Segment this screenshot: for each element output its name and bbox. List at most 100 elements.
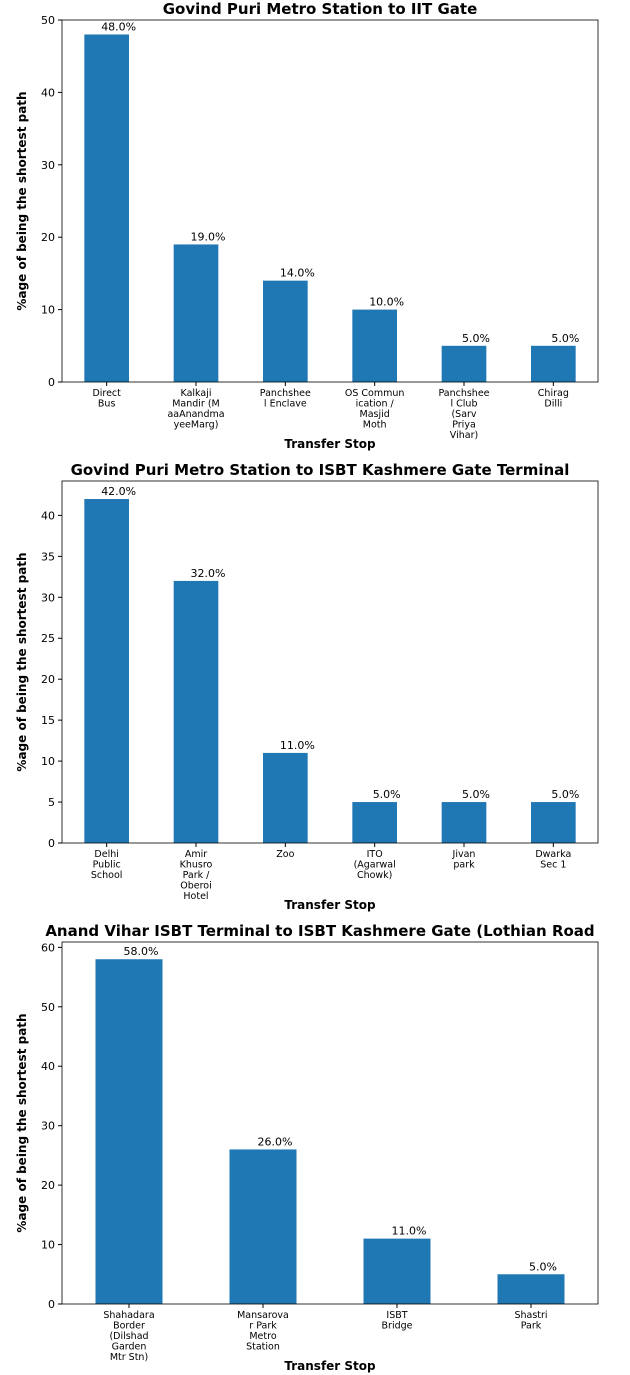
x-tick-label-line: Shahadara xyxy=(103,1310,154,1321)
chart-title: Anand Vihar ISBT Terminal to ISBT Kashme… xyxy=(45,922,594,940)
y-tick-label: 40 xyxy=(41,86,55,99)
x-tick-label-line: (Sarv xyxy=(451,409,476,420)
y-axis-label: %age of being the shortest path xyxy=(15,1013,29,1232)
x-tick-label-line: Chowk) xyxy=(357,870,392,881)
bar xyxy=(441,802,487,843)
bar xyxy=(229,1149,297,1304)
x-tick-label-line: Amir xyxy=(185,849,207,860)
x-tick-label: Chirag Dilli xyxy=(538,388,569,410)
y-tick-label: 40 xyxy=(41,509,55,522)
value-label: 5.0% xyxy=(462,788,490,801)
x-tick-label-line: Border xyxy=(113,1321,145,1332)
x-tick-label-line: Khusro xyxy=(180,860,213,871)
bar xyxy=(173,244,219,382)
y-tick-label: 20 xyxy=(41,231,55,244)
x-tick-label-line: Zoo xyxy=(276,849,294,860)
x-tick-label: ITO (Agarwal Chowk) xyxy=(354,849,396,881)
bar xyxy=(84,34,129,382)
x-tick-label: Mansarova r Park Metro Station xyxy=(237,1310,289,1353)
y-axis-label: %age of being the shortest path xyxy=(15,91,29,310)
x-tick-label-line: Public xyxy=(93,860,121,871)
value-label: 11.0% xyxy=(392,1225,427,1238)
x-tick-label-line: Panchshee xyxy=(438,388,489,399)
value-label: 42.0% xyxy=(101,485,136,498)
x-tick-label-line: r Park xyxy=(249,1321,277,1332)
x-tick-label-line: Mtr Stn) xyxy=(110,1352,148,1363)
x-tick-label-line: Park / xyxy=(183,870,211,881)
bar xyxy=(531,345,576,382)
value-label: 19.0% xyxy=(191,230,226,243)
x-tick-label-line: l Club xyxy=(451,399,478,410)
bar xyxy=(363,1238,431,1304)
x-tick-label-line: Priya xyxy=(452,420,476,431)
bar xyxy=(263,280,308,382)
x-axis-label: Transfer Stop xyxy=(284,437,376,451)
bar xyxy=(441,345,487,382)
x-tick-label-line: Bus xyxy=(98,399,116,410)
x-tick-label-line: Dilli xyxy=(544,399,562,410)
x-tick-label: Panchshee l Enclave xyxy=(260,388,311,410)
y-tick-label: 50 xyxy=(41,14,55,27)
x-tick-label: OS Commun ication / Masjid Moth xyxy=(345,388,405,431)
x-tick-label-line: Metro xyxy=(249,1331,276,1342)
x-tick-label: Shastri Park xyxy=(514,1310,547,1332)
y-tick-label: 40 xyxy=(41,1060,55,1073)
y-tick-label: 60 xyxy=(41,941,55,954)
x-tick-label: Amir Khusro Park / Oberoi Hotel xyxy=(180,849,213,902)
x-tick-label-line: Sec 1 xyxy=(540,860,566,871)
x-tick-label: Delhi Public School xyxy=(91,849,123,881)
x-tick-label-line: Masjid xyxy=(360,409,390,420)
value-label: 14.0% xyxy=(280,267,315,280)
x-tick-label-line: OS Commun xyxy=(345,388,405,399)
y-tick-label: 30 xyxy=(41,159,55,172)
x-tick-label-line: Mandir (M xyxy=(172,399,220,410)
x-tick-label: Jivan park xyxy=(452,849,476,871)
x-tick-label-line: Direct xyxy=(92,388,121,399)
x-tick-label-line: Panchshee xyxy=(260,388,311,399)
bar xyxy=(497,1274,565,1304)
x-tick-label: Kalkaji Mandir (M aaAnandma yeeMarg) xyxy=(167,388,224,431)
x-tick-label: ISBT Bridge xyxy=(382,1310,413,1332)
y-tick-label: 30 xyxy=(41,1120,55,1133)
value-label: 26.0% xyxy=(258,1135,293,1148)
x-tick-label-line: yeeMarg) xyxy=(174,420,219,431)
x-tick-label-line: Bridge xyxy=(382,1321,413,1332)
x-tick-label-line: Mansarova xyxy=(237,1310,289,1321)
x-tick-label: Direct Bus xyxy=(92,388,121,410)
x-tick-label: Panchshee l Club (Sarv Priya Vihar) xyxy=(438,388,489,441)
x-tick-label-line: Station xyxy=(246,1342,280,1353)
x-tick-label-line: Park xyxy=(521,1321,542,1332)
y-tick-label: 5 xyxy=(48,796,55,809)
x-tick-label-line: Chirag xyxy=(538,388,569,399)
bar xyxy=(352,309,397,382)
x-tick-label-line: ication / xyxy=(356,399,395,410)
value-label: 5.0% xyxy=(462,332,490,345)
value-label: 5.0% xyxy=(529,1260,557,1273)
x-tick-label: Zoo xyxy=(276,849,294,860)
y-tick-label: 50 xyxy=(41,1001,55,1014)
x-axis-label: Transfer Stop xyxy=(284,1359,376,1373)
y-tick-label: 0 xyxy=(48,376,55,389)
x-tick-label-line: School xyxy=(91,870,123,881)
value-label: 11.0% xyxy=(280,739,315,752)
y-tick-label: 30 xyxy=(41,591,55,604)
y-tick-label: 0 xyxy=(48,837,55,850)
x-tick-label-line: Garden xyxy=(112,1342,147,1353)
value-label: 10.0% xyxy=(369,296,404,309)
chart-title: Govind Puri Metro Station to IIT Gate xyxy=(163,0,478,18)
bar xyxy=(352,802,397,843)
x-tick-label-line: Jivan xyxy=(452,849,476,860)
y-tick-label: 20 xyxy=(41,673,55,686)
x-tick-label: Shahadara Border (Dilshad Garden Mtr Stn) xyxy=(103,1310,154,1363)
x-tick-label-line: Dwarka xyxy=(535,849,571,860)
value-label: 5.0% xyxy=(373,788,401,801)
axes-frame xyxy=(61,480,599,844)
bar xyxy=(263,752,308,843)
x-tick-label: Dwarka Sec 1 xyxy=(535,849,571,871)
value-label: 32.0% xyxy=(191,567,226,580)
axes-frame xyxy=(61,941,599,1305)
x-tick-label-line: ITO xyxy=(367,849,383,860)
y-tick-label: 10 xyxy=(41,304,55,317)
x-tick-label-line: Moth xyxy=(363,420,387,431)
